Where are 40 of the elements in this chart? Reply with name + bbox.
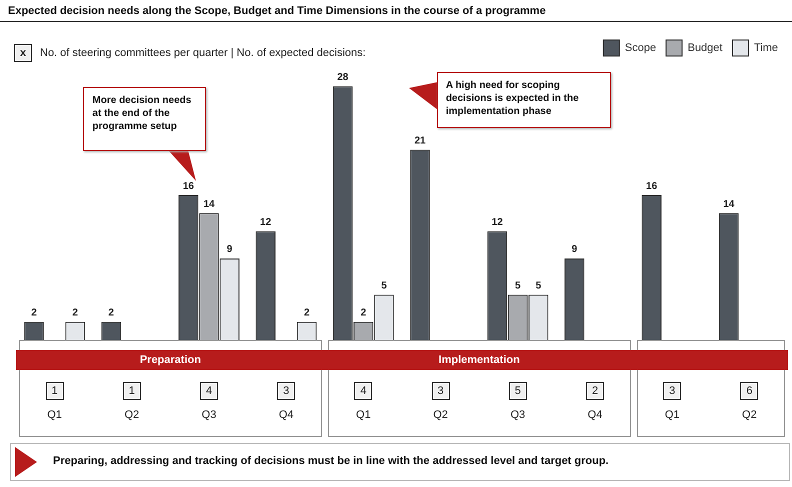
x-tick-label: 4 Q1 [355,384,372,422]
data-label: 2 [108,308,114,319]
data-label: 2 [72,308,78,319]
annotation: A high need for scoping decisions is expected in the implementation phase [446,80,579,118]
data-label: 28 [337,72,349,84]
chart-title: Expected decision needs along the Scope, Budget and Time Dimensions in the course of a programme [8,5,546,17]
data-label: 2 [31,308,38,319]
callout: A high need for scoping decisions is expected in the implementation phase [408,72,611,128]
note-frame: Preparing, addressing and tracking of decisions must be in line with the addressed level and target group. [10,443,790,481]
data-label: 12 [260,217,272,228]
callout: More decision needs at the end of the programme setup [83,87,206,182]
x-tick-label: 5 Q3 [509,384,526,422]
x-tick-label: 4 Q3 [200,384,218,422]
legend-label: Time [754,42,778,54]
data-label: 5 [536,280,542,292]
data-label: 16 [646,180,658,192]
x-tick-label: 3 Q4 [278,384,295,422]
x-tick-label: 6 Q2 [741,384,758,422]
data-label: 2 [360,308,367,319]
x-tick-label: 3 Q1 [664,384,681,422]
text: x No. of steering committees per quarter | No. of expected decisions: [20,47,366,59]
x-tick-label: 2 Q4 [586,384,604,422]
data-label: 21 [414,135,426,146]
x-tick-label: 1 Q2 [123,384,140,422]
legend-label: Budget [688,42,722,54]
data-label: 9 [572,244,578,256]
data-label: 5 [381,280,388,292]
text: Implementation [438,354,520,366]
data-label: 2 [304,308,310,319]
data-label: 9 [226,244,233,256]
data-label: 5 [515,280,522,292]
data-label: 16 [182,180,194,192]
data-label: 14 [203,198,215,210]
data-label: 12 [492,217,504,228]
text: Preparation [140,354,201,366]
data-label: 14 [723,198,735,210]
annotation: More decision needs at the end of the programme setup [92,95,192,132]
x-tick-label: 1 Q1 [46,384,63,422]
x-tick-label: 3 Q2 [432,384,449,422]
legend-label: Scope [624,42,656,54]
